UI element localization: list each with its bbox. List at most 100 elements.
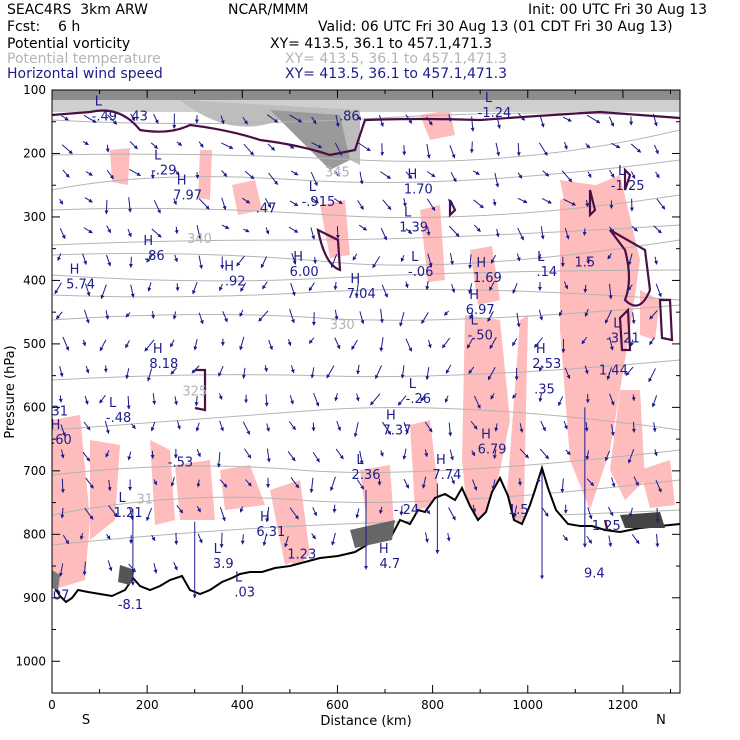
wind-arrow	[372, 256, 381, 269]
wind-arrow	[655, 283, 662, 298]
wind-arrow	[562, 534, 568, 541]
extremum-value: .60	[51, 433, 72, 448]
wind-arrow	[654, 256, 658, 265]
extremum-value: 3.9	[213, 557, 234, 572]
wind-arrow	[176, 141, 183, 146]
wind-arrow	[611, 477, 616, 488]
x-tick-label: 600	[326, 698, 349, 712]
wind-arrow	[219, 420, 224, 432]
wind-arrow	[174, 254, 178, 263]
wind-arrow	[57, 253, 62, 262]
wind-arrow	[241, 197, 251, 204]
extremum-value: 1.23	[287, 547, 316, 562]
wind-arrow	[173, 562, 178, 571]
wind-arrow	[150, 142, 159, 149]
wind-arrow	[584, 308, 589, 318]
wind-arrow	[491, 479, 496, 491]
wind-arrow	[310, 197, 319, 204]
theta-label: 325	[182, 385, 207, 400]
extremum-mark: H	[379, 542, 389, 557]
wind-arrow	[239, 336, 245, 351]
wind-arrow	[472, 479, 478, 491]
wind-arrow	[517, 227, 524, 241]
wind-arrow	[312, 451, 320, 463]
wind-arrow	[104, 420, 110, 435]
wind-arrow	[334, 337, 341, 350]
wind-arrow	[652, 422, 657, 433]
wind-arrow	[631, 312, 636, 325]
y-tick-label: 200	[23, 146, 46, 160]
wind-arrow	[538, 365, 543, 372]
wind-arrow	[310, 367, 315, 379]
wind-arrow	[268, 172, 278, 185]
endpoint-left-label: S	[82, 713, 90, 728]
wind-arrow	[62, 336, 70, 351]
extremum-mark: L	[109, 396, 117, 411]
extremum-value: -.29	[151, 163, 176, 178]
wind-arrow	[289, 395, 294, 405]
wind-arrow	[631, 421, 636, 433]
wind-arrow	[516, 312, 521, 328]
wind-arrow	[289, 114, 303, 123]
wind-arrow	[173, 198, 177, 206]
x-tick-label: 400	[231, 698, 254, 712]
wind-arrow	[289, 309, 295, 324]
extremum-value: 4.7	[379, 557, 400, 572]
wind-arrow	[581, 337, 588, 345]
wind-arrow	[405, 171, 413, 179]
wind-arrow	[106, 533, 111, 540]
wind-arrow	[219, 479, 228, 488]
wind-arrow	[451, 283, 456, 294]
wind-arrow	[245, 479, 252, 487]
wind-arrow	[468, 366, 475, 375]
wind-arrow	[216, 452, 221, 468]
wind-arrow	[221, 142, 234, 149]
wind-arrow	[125, 340, 130, 349]
wind-arrow	[83, 114, 97, 123]
extremum-mark: L	[95, 94, 103, 109]
wind-arrow	[402, 448, 407, 460]
extremum-mark: H	[481, 428, 491, 443]
wind-arrow	[62, 534, 70, 545]
wind-arrow	[631, 394, 636, 402]
extremum-value: -.24	[394, 503, 419, 518]
extremum-mark: L	[235, 570, 243, 585]
wind-arrow	[450, 171, 457, 183]
extremum-mark: L	[537, 250, 545, 265]
extremum-value: -.26	[406, 392, 431, 407]
wind-arrow	[128, 563, 136, 573]
wind-arrow	[85, 283, 91, 297]
wind-arrow	[194, 396, 199, 407]
wind-arrow	[284, 536, 289, 548]
wind-arrow	[265, 227, 270, 235]
theta-label: 340	[187, 232, 212, 247]
model-title: SEAC4RS 3km ARW	[7, 2, 148, 18]
wind-arrow	[517, 197, 528, 204]
wind-arrow	[558, 310, 563, 317]
wind-arrow	[219, 506, 226, 522]
extremum-value: 1.25	[592, 519, 621, 534]
wind-arrow	[107, 560, 113, 572]
wind-arrow	[495, 228, 500, 238]
wind-arrow	[495, 142, 501, 157]
wind-arrow	[519, 423, 524, 433]
wind-arrow	[153, 199, 161, 214]
wind-arrow	[312, 256, 317, 265]
extremum-value: -.915	[302, 195, 336, 210]
wind-arrow	[219, 283, 223, 292]
wind-arrow	[542, 170, 550, 177]
extremum-value: -.48	[106, 411, 131, 426]
wind-arrow	[445, 364, 452, 374]
wind-arrow	[627, 449, 635, 464]
wind-arrow	[558, 396, 564, 407]
wind-arrow	[403, 478, 410, 489]
wind-arrow	[290, 365, 295, 374]
wind-arrow	[468, 283, 473, 295]
wind-arrow	[513, 505, 518, 518]
wind-arrow	[370, 393, 381, 406]
wind-arrow	[152, 393, 157, 405]
wind-arrow	[99, 394, 106, 404]
wind-arrow	[172, 311, 177, 320]
extremum-value: -1.25	[611, 179, 645, 194]
